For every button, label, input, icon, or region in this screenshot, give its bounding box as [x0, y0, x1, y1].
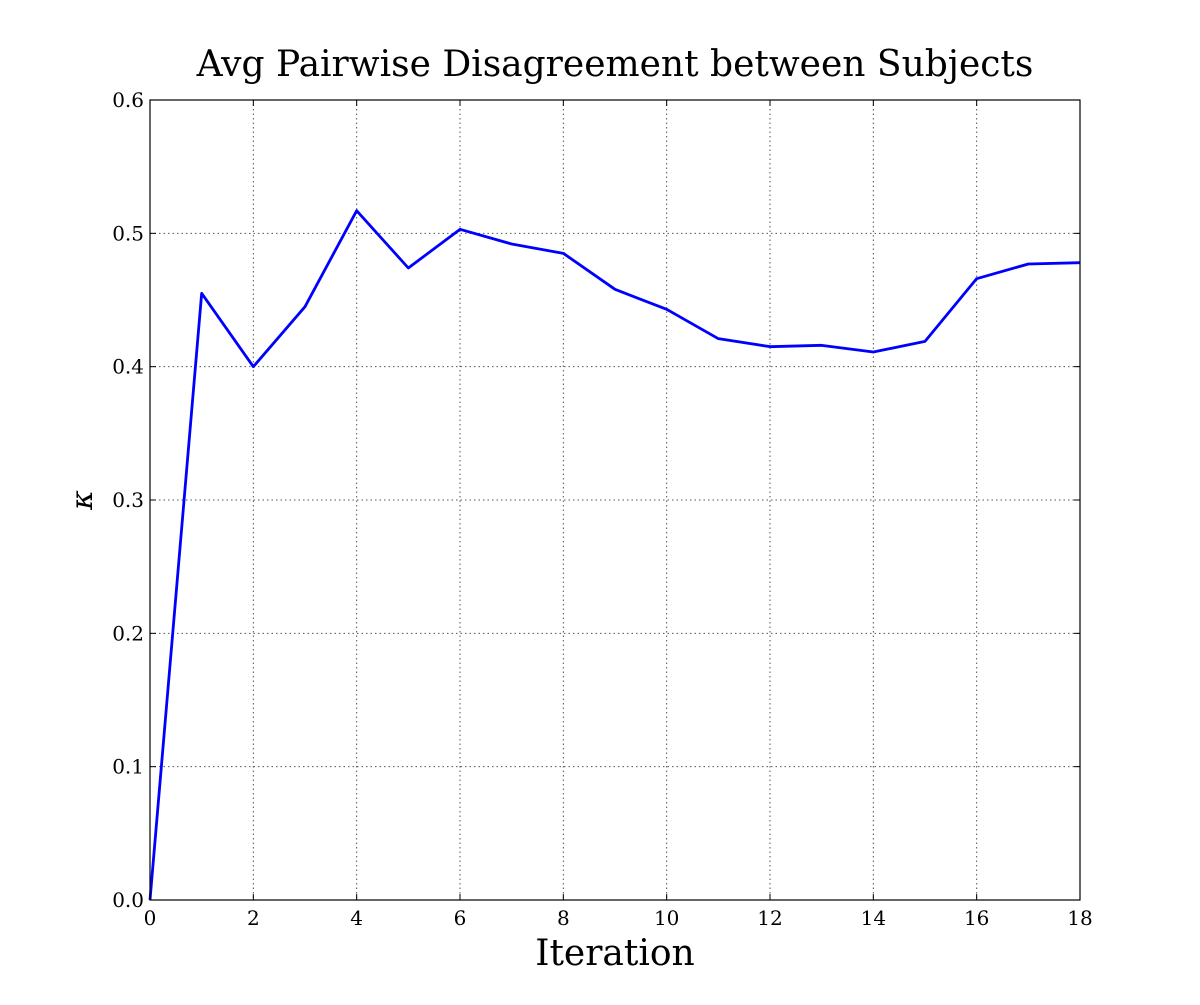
- grid-layer: [150, 100, 1080, 900]
- x-tick-label: 10: [654, 906, 679, 930]
- x-tick-label: 6: [454, 906, 467, 930]
- y-tick-label: 0.2: [112, 621, 144, 645]
- y-tick-label: 0.5: [112, 221, 144, 245]
- x-tick-label: 12: [757, 906, 782, 930]
- y-tick-label: 0.3: [112, 488, 144, 512]
- series-layer: [148, 209, 1081, 901]
- y-tick-label: 0.6: [112, 88, 144, 112]
- tick-layer: 0 2 4 6 8 10 12 14 16 18 0.0 0.1 0.2 0.3 0.4 0.5 0.6: [112, 88, 1093, 930]
- x-tick-label: 16: [964, 906, 989, 930]
- x-tick-label: 0: [144, 906, 157, 930]
- x-tick-label: 4: [350, 906, 363, 930]
- x-tick-label: 14: [861, 906, 886, 930]
- x-tick-label: 8: [557, 906, 570, 930]
- series-line: [148, 209, 1081, 901]
- x-tick-label: 2: [247, 906, 260, 930]
- y-tick-label: 0.4: [112, 355, 144, 379]
- x-axis-label: Iteration: [535, 933, 695, 974]
- y-tick-label: 0.1: [112, 755, 144, 779]
- y-axis-label: κ: [65, 490, 100, 511]
- chart-title: Avg Pairwise Disagreement between Subjec…: [196, 44, 1034, 85]
- y-tick-label: 0.0: [112, 888, 144, 912]
- x-tick-label: 18: [1067, 906, 1092, 930]
